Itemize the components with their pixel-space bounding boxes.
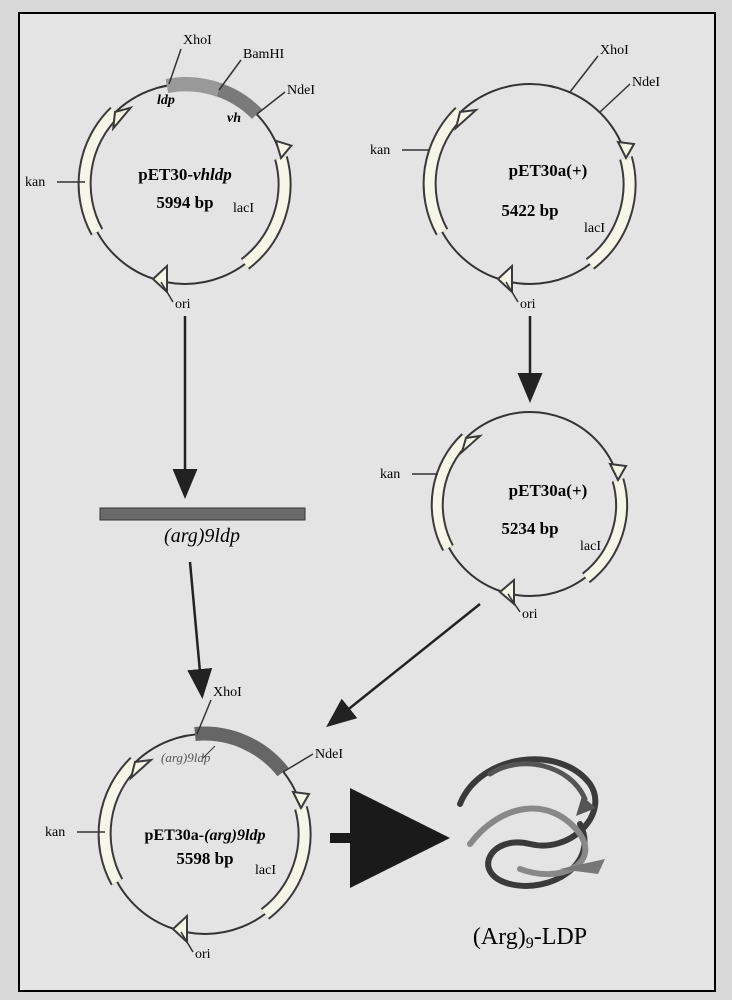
plasmid-pET30-vhldp: XhoI BamHI NdeI ldp vh kan lacI ori pET3… [25,33,315,312]
plasmid1-size: 5994 bp [156,193,213,212]
label-ori-2: ori [520,297,536,312]
plasmid4-name: pET30a-(arg)9ldp [145,827,266,844]
label-xhoI: XhoI [183,33,212,48]
label-kan: kan [25,175,45,190]
plasmid2-size: 5422 bp [501,201,558,220]
arrow-fragment-to-p4 [190,562,202,694]
arrow-p3-to-p4 [330,604,480,724]
plasmid-pET30a-plus-small: kan lacI ori pET30a(+) 5234 bp [380,412,626,622]
plasmid2-name: pET30a(+) [509,161,588,180]
plasmid-pET30a-plus: XhoI NdeI kan lacI ori pET30a(+) 5422 bp [370,43,660,312]
label-kan-3: kan [380,467,400,482]
fragment-label: (arg)9ldp [164,525,240,547]
label-ndeI-2: NdeI [632,75,660,90]
plasmid1-name: pET30-vhldp [138,165,232,184]
product-label: (Arg)9-LDP [473,924,587,952]
diagram-frame: XhoI BamHI NdeI ldp vh kan lacI ori pET3… [18,12,716,992]
label-ndeI: NdeI [287,83,315,98]
linear-fragment: (arg)9ldp [100,508,305,547]
label-kan-4: kan [45,825,65,840]
label-ori-3: ori [522,607,538,622]
label-xhoI-4: XhoI [213,685,242,700]
label-ndeI-4: NdeI [315,747,343,762]
label-ldp: ldp [157,93,175,108]
label-kan-2: kan [370,143,390,158]
label-ori: ori [175,297,191,312]
plasmid3-size: 5234 bp [501,519,558,538]
label-lacI-2: lacI [584,221,605,236]
protein-product [460,759,605,886]
plasmid3-name: pET30a(+) [509,481,588,500]
label-lacI-3: lacI [580,539,601,554]
label-lacI-4: lacI [255,863,276,878]
label-bamHI: BamHI [243,47,285,62]
plasmid-pET30a-arg9ldp: XhoI NdeI (arg)9ldp kan lacI ori pET30a-… [45,685,343,962]
label-vh: vh [227,111,241,126]
plasmid4-size: 5598 bp [176,849,233,868]
label-ori-4: ori [195,947,211,962]
label-lacI: lacI [233,201,254,216]
plasmid-diagram-svg: XhoI BamHI NdeI ldp vh kan lacI ori pET3… [20,14,714,990]
label-xhoI-2: XhoI [600,43,629,58]
